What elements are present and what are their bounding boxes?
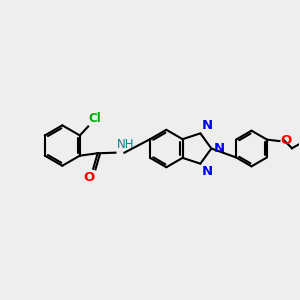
Text: N: N (202, 119, 213, 132)
Text: O: O (83, 171, 95, 184)
Text: N: N (202, 165, 213, 178)
Text: Cl: Cl (89, 112, 101, 125)
Text: N: N (214, 142, 225, 155)
Text: O: O (280, 134, 291, 147)
Text: NH: NH (116, 138, 134, 151)
